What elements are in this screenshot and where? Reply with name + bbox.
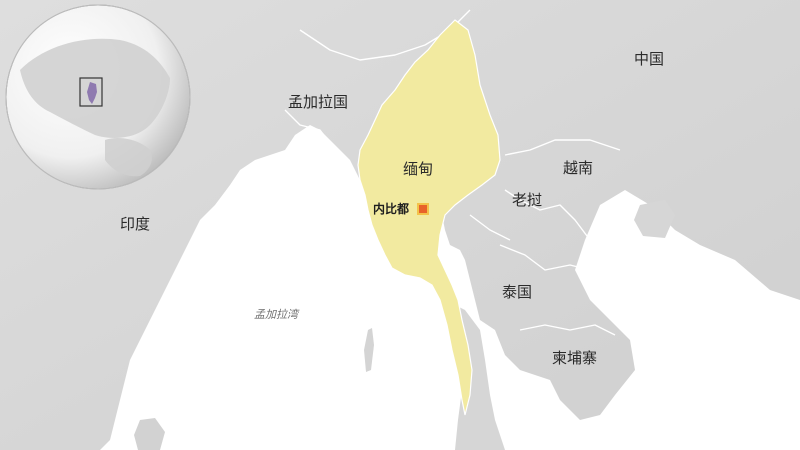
country-borders bbox=[284, 9, 621, 336]
capital-marker-icon[interactable] bbox=[417, 203, 429, 215]
globe-locator-box bbox=[79, 77, 103, 107]
land-hainan bbox=[634, 200, 675, 238]
label-capital-naypyidaw: 内比都 bbox=[373, 202, 410, 216]
label-india: 印度 bbox=[120, 215, 151, 233]
locator-globe bbox=[5, 4, 191, 190]
label-china: 中国 bbox=[634, 50, 665, 68]
label-myanmar: 缅甸 bbox=[403, 160, 434, 178]
label-bangladesh: 孟加拉国 bbox=[288, 93, 349, 111]
land-andaman-islands bbox=[364, 328, 374, 372]
label-vietnam: 越南 bbox=[563, 159, 594, 177]
label-laos: 老挝 bbox=[512, 191, 543, 209]
land-sri-lanka bbox=[134, 418, 165, 450]
myanmar-territory[interactable] bbox=[357, 19, 501, 416]
globe-myanmar-highlight bbox=[87, 82, 97, 104]
label-cambodia: 柬埔寨 bbox=[552, 349, 598, 367]
label-thailand: 泰国 bbox=[502, 283, 533, 301]
label-bay-of-bengal: 孟加拉湾 bbox=[254, 308, 298, 321]
